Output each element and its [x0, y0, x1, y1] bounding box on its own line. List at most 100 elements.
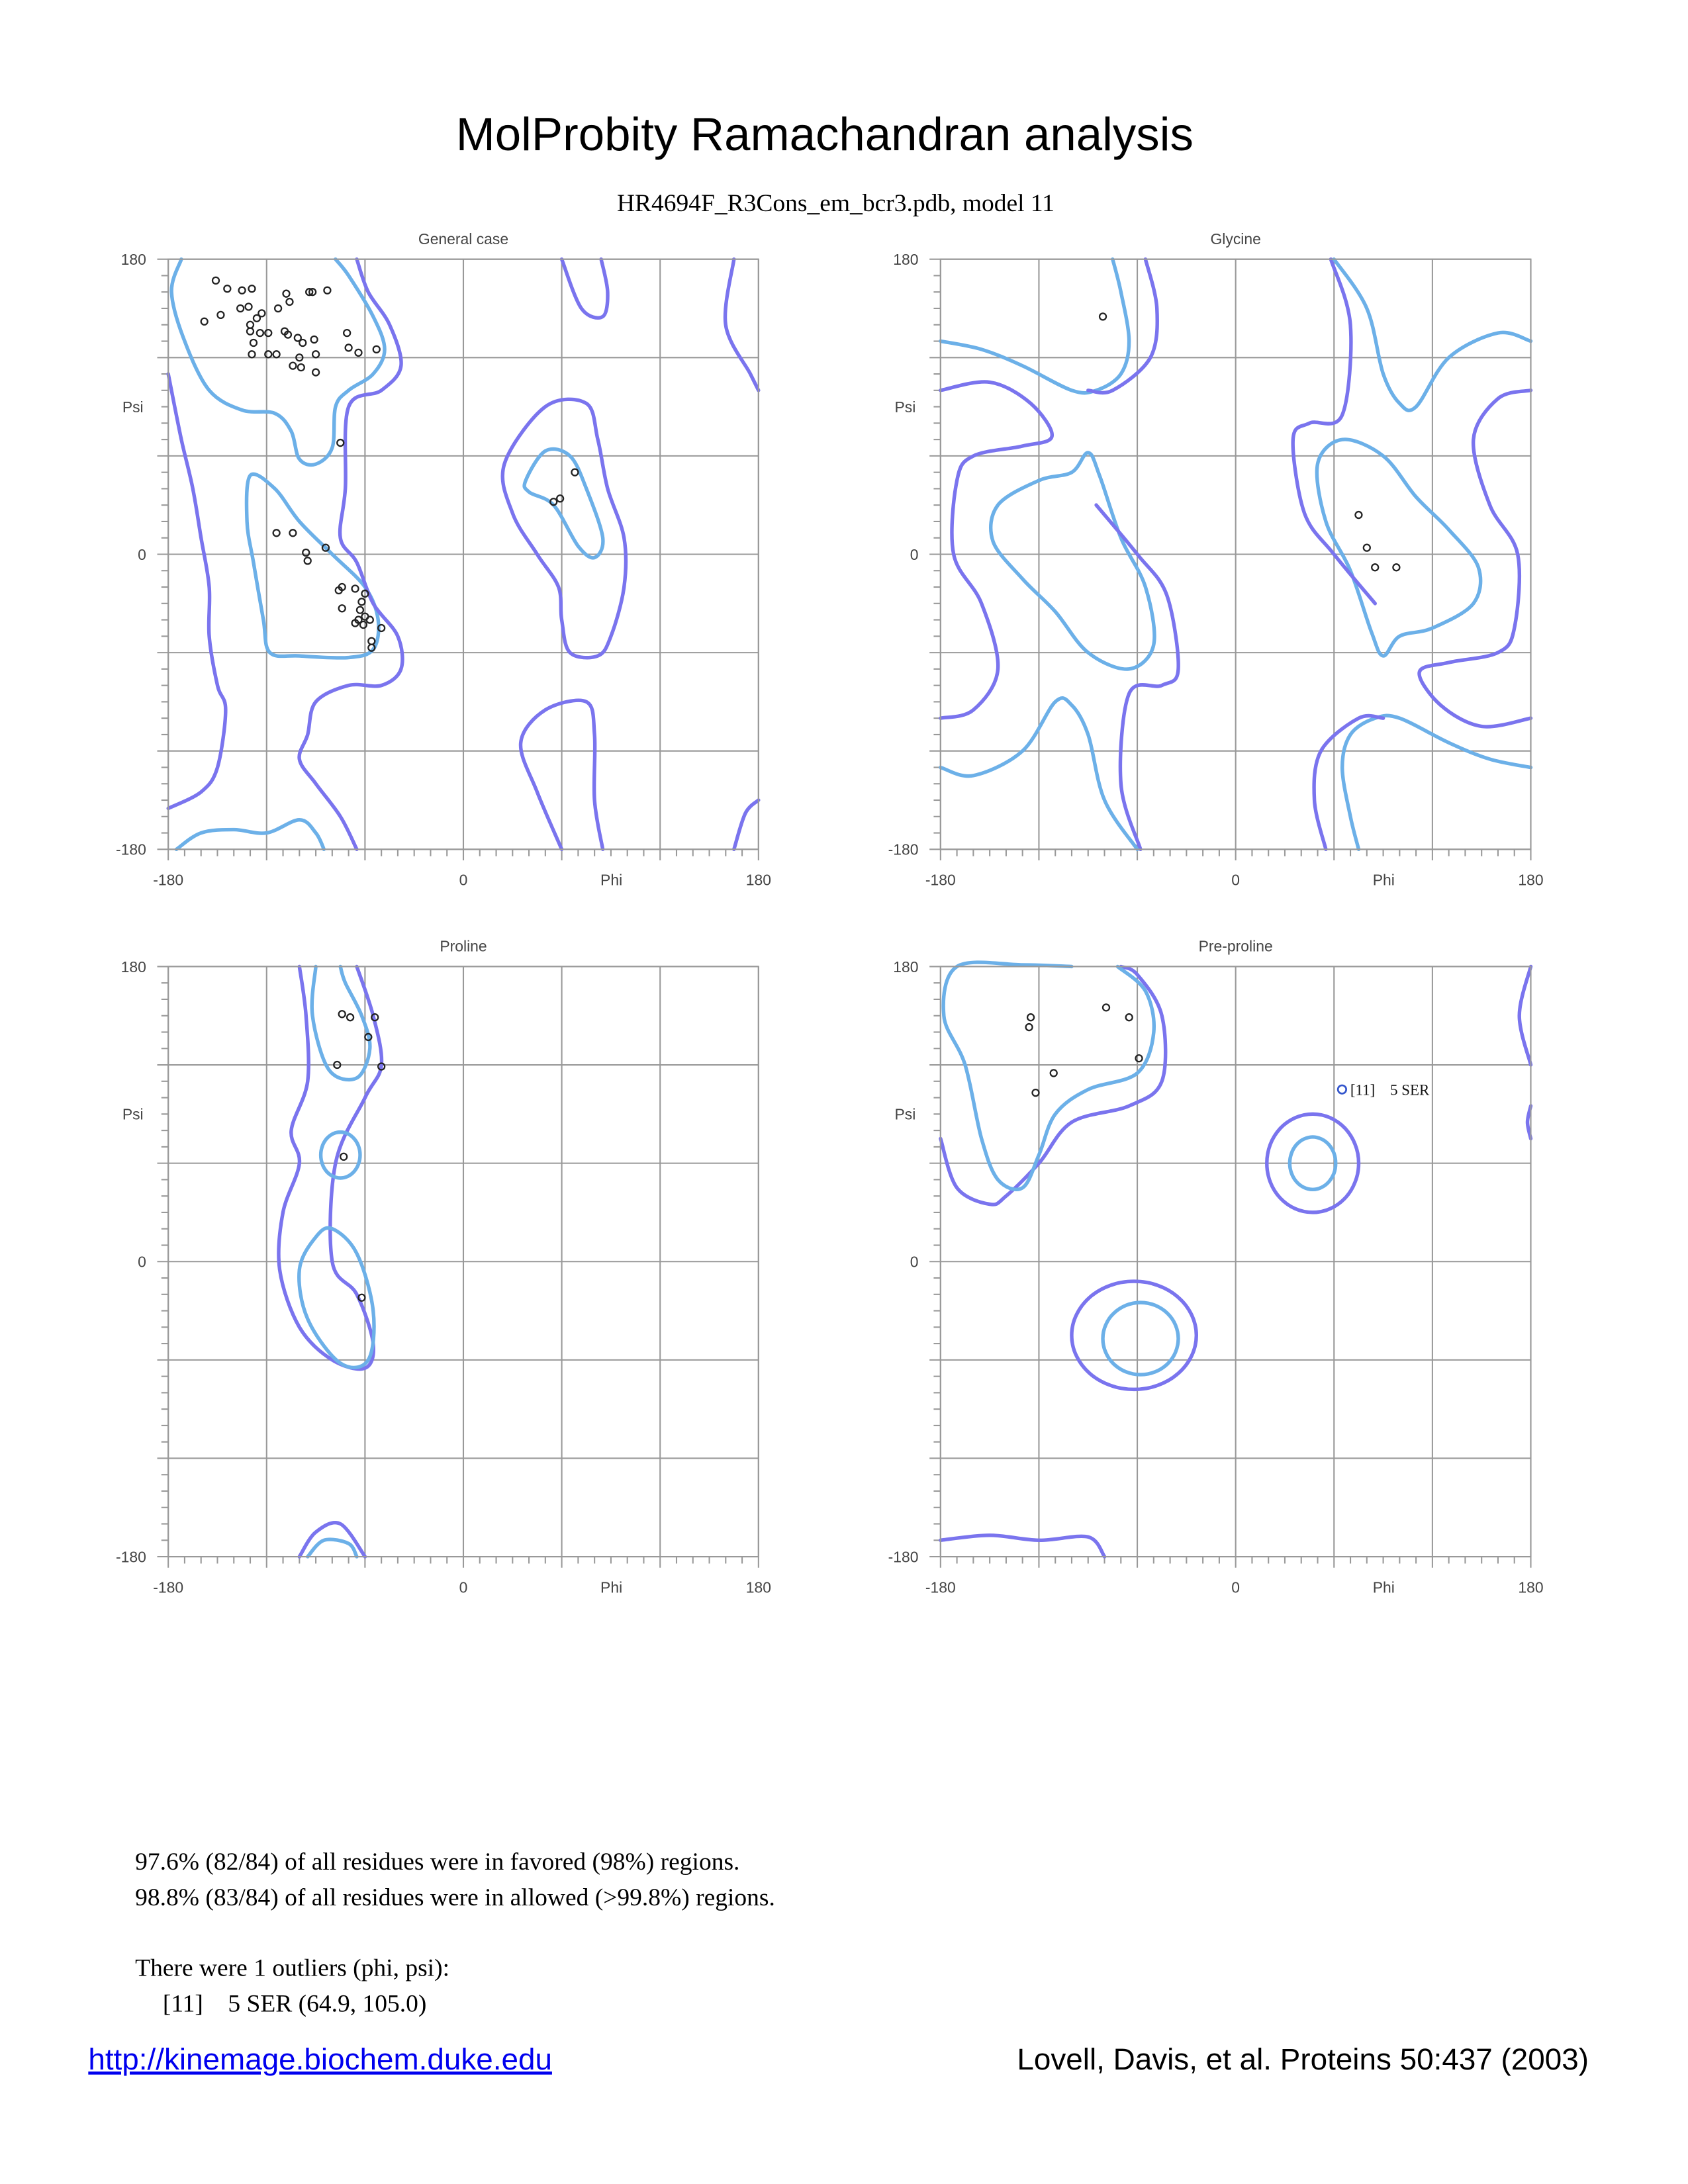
x-tick-label: -180: [925, 1578, 956, 1596]
y-tick-label: -180: [116, 1548, 146, 1565]
residue-point: [1098, 312, 1107, 321]
y-tick-label: -180: [888, 841, 919, 858]
favored-contour: [1340, 713, 1533, 852]
residue-point: [336, 438, 345, 447]
favored-contour: [1315, 437, 1483, 658]
residue-point: [359, 620, 368, 629]
y-tick-label: 0: [910, 546, 919, 563]
residue-point: [372, 345, 381, 354]
y-tick-label: -180: [116, 841, 146, 858]
plot-title: General case: [418, 230, 508, 248]
residue-point: [367, 637, 376, 645]
page-subtitle: HR4694F_R3Cons_em_bcr3.pdb, model 11: [617, 190, 1055, 217]
residue-point: [285, 297, 294, 306]
residue-point: [1026, 1013, 1035, 1022]
residue-point: [236, 304, 245, 313]
residue-point: [282, 289, 291, 298]
contours: [166, 257, 761, 852]
residue-point: [244, 302, 253, 311]
residue-point: [289, 361, 297, 370]
residue-point: [571, 468, 579, 477]
residue-point: [340, 1152, 348, 1161]
residue-point: [323, 286, 332, 295]
residue-point: [364, 1032, 373, 1042]
residue-point: [311, 368, 320, 377]
residue-point: [342, 328, 352, 338]
residue-point: [238, 286, 246, 295]
outliers-header: There were 1 outliers (phi, psi):: [135, 1954, 449, 1981]
residue-point: [1102, 1003, 1111, 1012]
citation: Lovell, Davis, et al. Proteins 50:437 (2…: [1017, 2042, 1589, 2076]
residue-point: [357, 598, 366, 606]
y-tick-label: 180: [893, 958, 918, 976]
allowed-contour: [1525, 1104, 1533, 1141]
residue-point: [338, 1010, 346, 1019]
x-axis-label: Phi: [1373, 872, 1395, 889]
x-tick-label: 0: [1231, 1578, 1240, 1596]
favored-summary: 97.6% (82/84) of all residues were in fa…: [135, 1848, 739, 1876]
plot-title: Proline: [440, 938, 487, 955]
kinemage-link[interactable]: http://kinemage.biochem.duke.edu: [88, 2042, 552, 2076]
residue-point: [1125, 1013, 1133, 1022]
allowed-contour: [1094, 503, 1180, 852]
plot-frame: [939, 258, 1532, 850]
residue-point: [256, 328, 265, 338]
residue-point: [365, 615, 374, 624]
allowed-contour: [1291, 257, 1378, 606]
residue-point: [293, 334, 302, 342]
residue-point: [549, 498, 558, 506]
y-tick-label: -180: [888, 1548, 919, 1565]
allowed-contour: [1312, 713, 1385, 852]
allowed-contour: [939, 380, 1054, 720]
residue-point: [354, 348, 363, 357]
y-axis-label: Psi: [122, 1106, 144, 1123]
y-tick-label: 180: [121, 251, 146, 268]
allowed-contour: [500, 397, 628, 660]
residue-point: [200, 317, 209, 326]
residue-point: [264, 350, 273, 359]
plot-title: Glycine: [1210, 230, 1260, 248]
residue-point: [273, 304, 283, 313]
residue-point: [272, 529, 281, 537]
y-axis-label: Psi: [895, 1106, 916, 1123]
favored-contour: [988, 451, 1156, 671]
x-axis-label: Phi: [600, 1578, 622, 1596]
allowed-summary: 98.8% (83/84) of all residues were in al…: [135, 1884, 775, 1911]
allowed-contour: [1265, 1112, 1361, 1214]
x-tick-label: 180: [1518, 872, 1543, 889]
residue-point: [377, 1062, 386, 1071]
residue-point: [334, 586, 343, 595]
residue-point: [355, 606, 365, 614]
residue-point: [302, 548, 310, 557]
favored-contour: [939, 257, 1131, 395]
y-axis-label: Psi: [895, 398, 916, 416]
residue-point: [246, 327, 255, 336]
allowed-contour: [1070, 1279, 1199, 1392]
favored-contour: [1332, 257, 1533, 412]
residue-point: [1025, 1023, 1033, 1032]
residue-point: [297, 363, 305, 372]
residue-point: [246, 320, 255, 329]
residue-point: [310, 335, 318, 344]
x-tick-label: 0: [459, 1578, 468, 1596]
favored-contour: [939, 696, 1139, 852]
plot-frame: [939, 966, 1532, 1558]
x-tick-label: 180: [746, 1578, 771, 1596]
contours: [939, 257, 1533, 852]
residue-point: [303, 557, 312, 565]
favored-contour: [1288, 1135, 1338, 1192]
x-tick-label: 180: [746, 872, 771, 889]
y-tick-label: 0: [138, 1253, 146, 1271]
favored-contour: [306, 1537, 359, 1559]
residue-point: [283, 330, 293, 339]
plot-frame: [167, 258, 759, 850]
residue-point: [211, 276, 220, 285]
residue-point: [371, 1013, 379, 1022]
favored-contour: [310, 964, 372, 1082]
x-axis-label: Phi: [600, 872, 622, 889]
allowed-contour: [1517, 964, 1533, 1067]
residue-point: [321, 543, 330, 552]
contours: [277, 964, 384, 1559]
allowed-contour: [939, 1533, 1107, 1559]
